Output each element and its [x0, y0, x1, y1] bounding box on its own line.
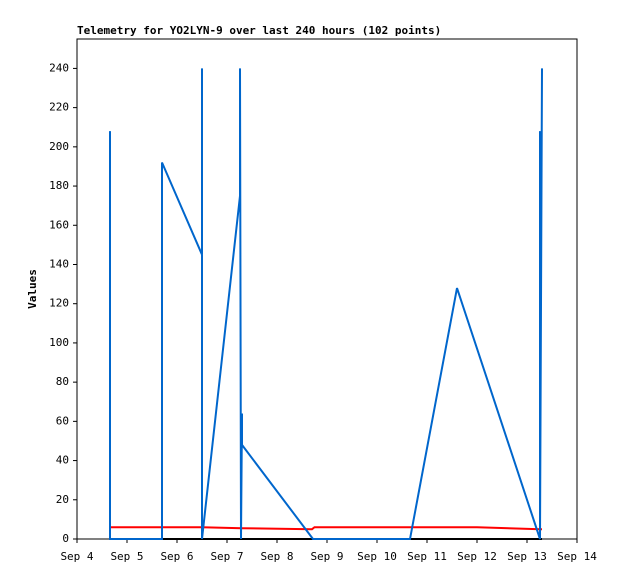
x-tick-label: Sep 14: [557, 550, 597, 563]
y-axis-label: Values: [26, 269, 39, 309]
y-tick-label: 160: [49, 218, 69, 231]
x-tick-label: Sep 9: [310, 550, 343, 563]
y-tick-label: 220: [49, 101, 69, 114]
x-tick-label: Sep 7: [210, 550, 243, 563]
y-tick-label: 100: [49, 336, 69, 349]
x-tick-label: Sep 12: [457, 550, 497, 563]
y-tick-label: 180: [49, 179, 69, 192]
y-tick-label: 0: [62, 532, 69, 545]
y-tick-label: 60: [56, 414, 69, 427]
series-line: [110, 526, 542, 531]
x-tick-label: Sep 11: [407, 550, 447, 563]
x-tick-label: Sep 13: [507, 550, 547, 563]
y-tick-label: 40: [56, 454, 69, 467]
y-tick-label: 240: [49, 61, 69, 74]
y-tick-label: 120: [49, 297, 69, 310]
series-line: [109, 68, 543, 540]
y-tick-label: 200: [49, 140, 69, 153]
x-tick-label: Sep 6: [160, 550, 193, 563]
x-tick-label: Sep 8: [260, 550, 293, 563]
x-tick-label: Sep 4: [60, 550, 93, 563]
y-tick-label: 20: [56, 493, 69, 506]
x-tick-label: Sep 5: [110, 550, 143, 563]
chart-title: Telemetry for YO2LYN-9 over last 240 hou…: [77, 24, 441, 37]
y-tick-label: 140: [49, 257, 69, 270]
x-tick-label: Sep 10: [357, 550, 397, 563]
y-tick-label: 80: [56, 375, 69, 388]
